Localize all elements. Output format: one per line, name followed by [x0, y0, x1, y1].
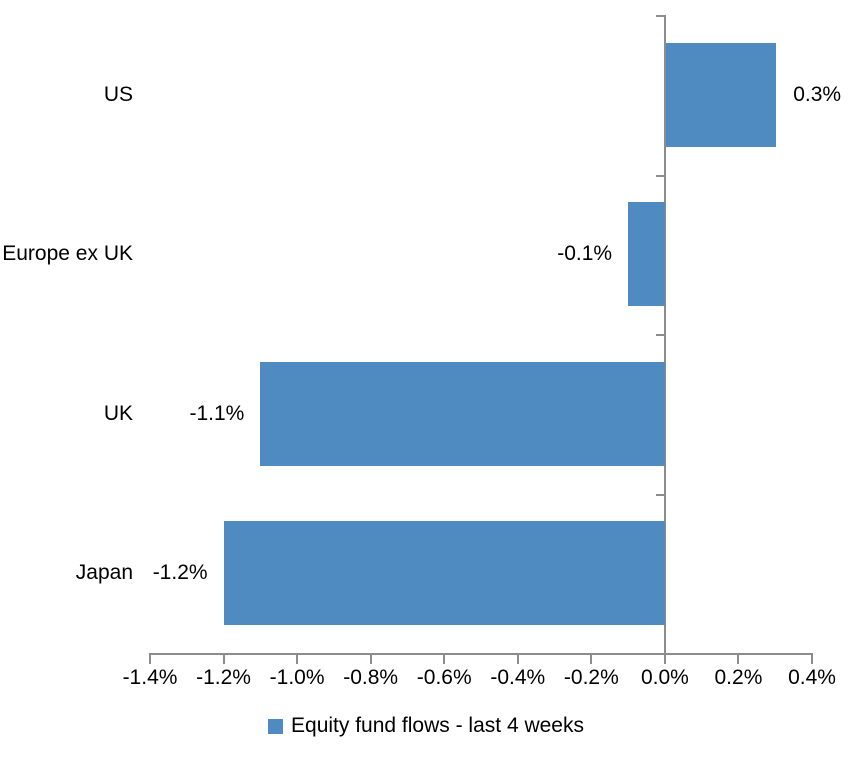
x-tick-label: -0.2%	[563, 666, 619, 689]
category-tick	[655, 334, 664, 336]
x-axis-line	[149, 653, 813, 655]
category-label-uk: UK	[103, 401, 133, 425]
x-tick-label: -1.4%	[122, 666, 178, 689]
data-label-europe-ex-uk: -0.1%	[557, 242, 613, 266]
category-label-japan: Japan	[75, 561, 133, 585]
category-tick	[655, 174, 664, 177]
data-label-japan: -1.2%	[152, 561, 208, 585]
x-tick	[222, 653, 225, 664]
data-label-uk: -1.1%	[189, 401, 245, 425]
x-tick	[296, 653, 299, 664]
x-tick	[149, 653, 151, 664]
category-tick	[655, 493, 664, 496]
bar-japan	[223, 521, 665, 626]
x-tick	[443, 653, 446, 664]
category-tick	[655, 15, 664, 17]
legend-swatch-icon	[268, 718, 284, 734]
x-tick-label: 0.4%	[788, 666, 836, 689]
x-tick	[663, 653, 666, 664]
data-label-us: 0.3%	[793, 82, 842, 106]
bar-uk	[260, 361, 665, 466]
x-tick	[590, 653, 593, 664]
x-tick-label: -1.2%	[196, 666, 251, 689]
category-label-us: US	[103, 82, 133, 106]
x-tick	[516, 653, 519, 664]
x-tick-label: 0.2%	[714, 666, 763, 689]
x-tick-label: 0.0%	[640, 666, 689, 689]
bar-us	[665, 42, 777, 147]
x-tick-label: -0.8%	[343, 666, 399, 689]
x-tick	[737, 653, 740, 664]
category-label-europe-ex-uk: Europe ex UK	[2, 242, 133, 266]
x-tick	[811, 653, 813, 664]
x-tick	[369, 653, 372, 664]
x-tick-label: -0.6%	[416, 666, 472, 689]
legend: Equity fund flows - last 4 weeks	[0, 714, 852, 738]
bar-europe-ex-uk	[628, 202, 665, 307]
x-tick-label: -0.4%	[490, 666, 546, 689]
legend-label: Equity fund flows - last 4 weeks	[291, 714, 584, 737]
x-tick-label: -1.0%	[269, 666, 325, 689]
category-axis-line	[663, 15, 666, 653]
